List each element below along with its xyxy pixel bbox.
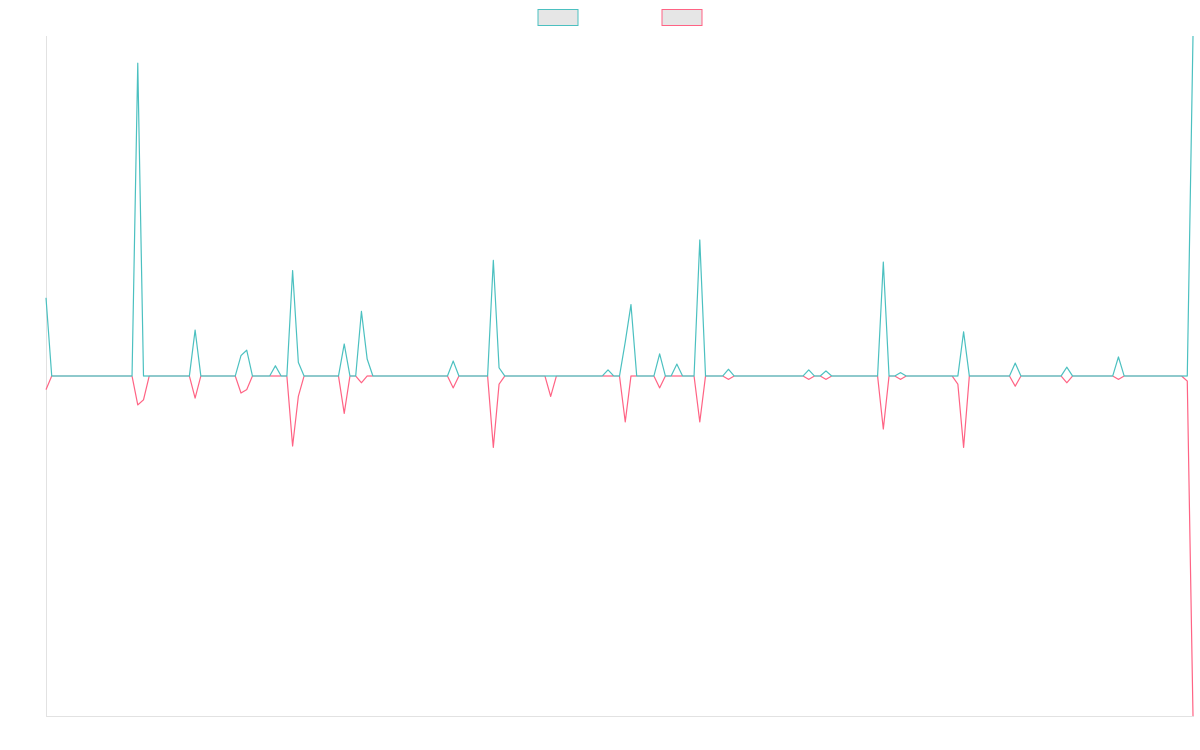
series-line (45, 35, 1194, 377)
legend-swatch (537, 9, 579, 26)
legend-swatch (661, 9, 703, 26)
series-line (45, 375, 1194, 717)
